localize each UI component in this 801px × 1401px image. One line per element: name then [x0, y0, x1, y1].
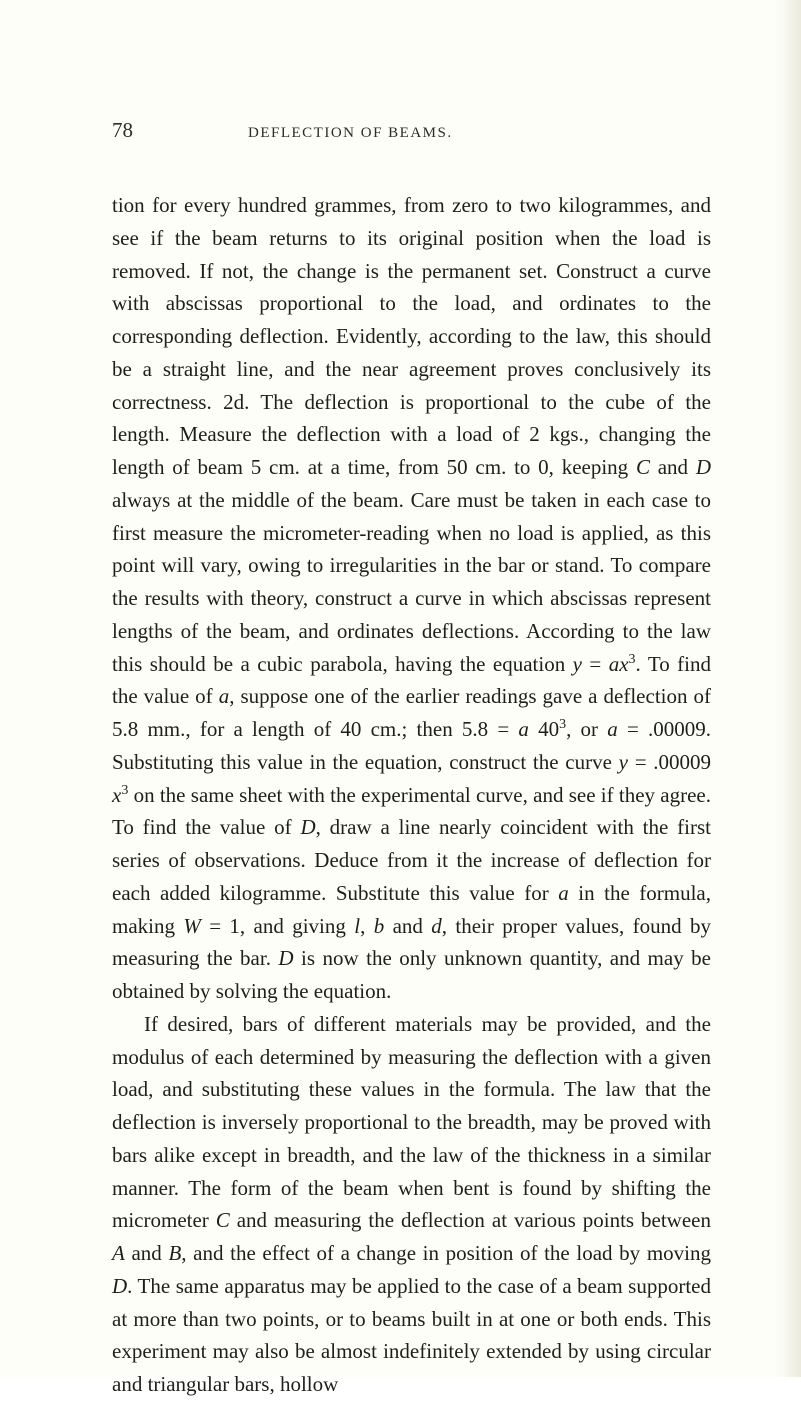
book-page: 78 DEFLECTION OF BEAMS. tion for every h…	[0, 0, 801, 1377]
body-text: tion for every hundred grammes, from zer…	[112, 189, 711, 1401]
page-edge-shadow	[773, 0, 801, 1377]
page-number: 78	[112, 118, 133, 143]
paragraph: If desired, bars of different materials …	[112, 1008, 711, 1401]
paragraph: tion for every hundred grammes, from zer…	[112, 189, 711, 1008]
page-header: 78 DEFLECTION OF BEAMS.	[112, 118, 711, 143]
running-title: DEFLECTION OF BEAMS.	[248, 125, 453, 142]
